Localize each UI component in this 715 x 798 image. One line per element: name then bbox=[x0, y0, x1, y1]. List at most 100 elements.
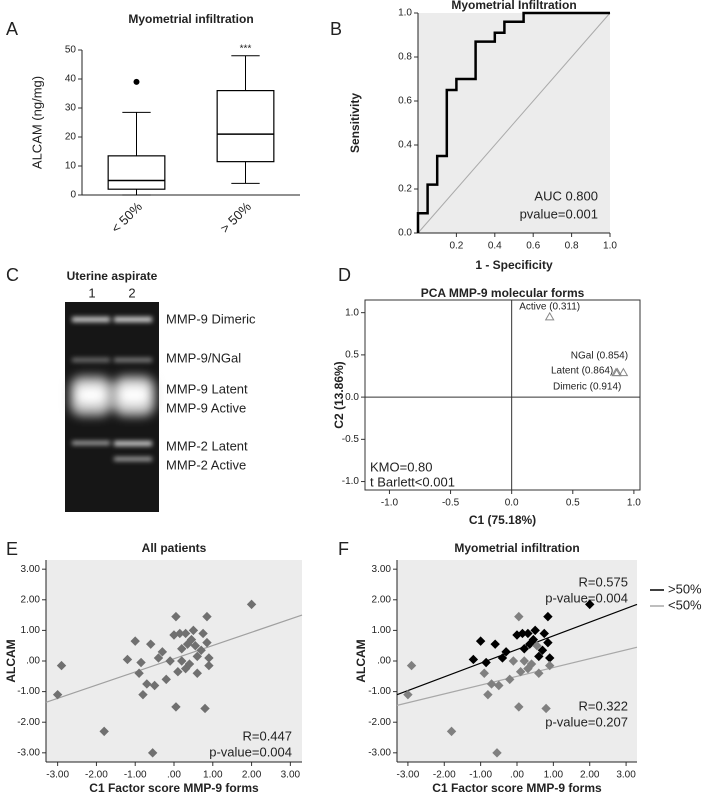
y-tick-label: .00 bbox=[377, 656, 391, 667]
x-tick-label: < 50% bbox=[108, 199, 145, 236]
y-tick-label: 30 bbox=[65, 103, 77, 114]
point bbox=[543, 611, 553, 622]
point bbox=[147, 748, 158, 758]
chart-title: All patients bbox=[142, 541, 207, 555]
x-tick-label: -1.0 bbox=[381, 498, 399, 509]
panel-letter: B bbox=[330, 19, 342, 39]
x-tick-label: 0.4 bbox=[488, 241, 502, 252]
y-tick-label: .00 bbox=[26, 656, 40, 667]
point bbox=[519, 656, 529, 666]
x-tick-label: -1.00 bbox=[124, 770, 147, 781]
y-tick-label: -1.00 bbox=[368, 686, 391, 697]
point bbox=[196, 645, 206, 655]
y-tick-label: 0 bbox=[70, 190, 76, 201]
roc-curve bbox=[416, 11, 610, 233]
gel-panel: C Uterine aspirate 1 2 MMP-9 Dimeric MMP… bbox=[6, 265, 256, 512]
x-tick-label: 1.00 bbox=[544, 770, 564, 781]
point bbox=[157, 647, 168, 657]
y-axis-label: ALCAM bbox=[4, 639, 18, 682]
point-label: NGal (0.854) bbox=[571, 350, 628, 361]
point bbox=[198, 628, 208, 639]
point bbox=[180, 628, 191, 639]
point bbox=[138, 689, 148, 700]
y-axis-label: C2 (13.86%) bbox=[332, 361, 346, 428]
fit-line bbox=[45, 614, 303, 703]
fit-line bbox=[396, 603, 638, 696]
x-tick-label: 2.00 bbox=[580, 770, 600, 781]
x-axis-label: C1 Factor score MMP-9 forms bbox=[89, 781, 259, 795]
panel-letter: A bbox=[6, 19, 18, 39]
annotation: R=0.447 bbox=[242, 728, 292, 743]
point bbox=[508, 656, 519, 666]
point bbox=[514, 611, 524, 622]
point bbox=[539, 628, 549, 639]
point bbox=[514, 702, 524, 712]
point-label: Active (0.311) bbox=[519, 302, 580, 313]
y-tick-label: 0.0 bbox=[345, 392, 359, 403]
annotation: p-value=0.207 bbox=[545, 714, 628, 729]
point bbox=[526, 659, 537, 669]
point bbox=[171, 702, 181, 712]
chart-title: Myometrial Infiltration bbox=[451, 0, 576, 12]
y-tick-label: -3.00 bbox=[17, 747, 40, 758]
point bbox=[483, 689, 493, 700]
annotation: pvalue=0.001 bbox=[520, 206, 598, 221]
point bbox=[186, 634, 197, 645]
x-tick-label: 1.00 bbox=[203, 770, 223, 781]
point bbox=[475, 636, 486, 646]
x-tick-label: -3.00 bbox=[397, 770, 420, 781]
x-axis-label: C1 (75.18%) bbox=[469, 513, 536, 527]
lane-label: 1 bbox=[88, 285, 95, 300]
x-tick-label: .00 bbox=[510, 770, 524, 781]
y-tick-label: 0.2 bbox=[398, 184, 412, 195]
band-label: MMP-2 Latent bbox=[166, 438, 248, 453]
y-tick-label: -3.00 bbox=[368, 747, 391, 758]
x-tick-label: -0.5 bbox=[442, 498, 460, 509]
y-tick-label: 0.0 bbox=[398, 228, 412, 239]
x-tick-label: -2.00 bbox=[433, 770, 456, 781]
legend-label: <50% bbox=[668, 597, 702, 612]
annotation: R=0.322 bbox=[578, 698, 628, 713]
x-tick-label: 0.0 bbox=[505, 498, 519, 509]
point bbox=[190, 640, 201, 651]
point-label: Latent (0.864) bbox=[551, 365, 613, 376]
point bbox=[532, 640, 542, 651]
lane-label: 2 bbox=[128, 285, 135, 300]
point bbox=[403, 689, 413, 700]
plot-background bbox=[364, 299, 641, 491]
point bbox=[177, 656, 187, 666]
y-axis-label: ALCAM (ng/mg) bbox=[29, 76, 44, 169]
band-label: MMP-9 Active bbox=[166, 400, 246, 415]
point bbox=[585, 599, 595, 610]
x-tick-label: 0.6 bbox=[526, 241, 540, 252]
point bbox=[130, 636, 140, 646]
point bbox=[184, 659, 195, 669]
panel-letter: F bbox=[338, 539, 349, 559]
point bbox=[505, 674, 515, 685]
point bbox=[188, 625, 199, 636]
x-tick-label: 1.0 bbox=[603, 241, 617, 252]
y-tick-label: 0.5 bbox=[345, 350, 359, 361]
chart-title: Myometrial infiltration bbox=[454, 541, 579, 555]
y-tick-label: 40 bbox=[65, 74, 77, 85]
reference-line bbox=[417, 12, 611, 234]
point bbox=[534, 668, 544, 678]
point bbox=[494, 680, 504, 691]
gel-title: Uterine aspirate bbox=[67, 269, 158, 283]
point bbox=[99, 726, 109, 737]
annotation: t Barlett<0.001 bbox=[370, 474, 455, 489]
x-tick-label: 1.0 bbox=[627, 498, 641, 509]
x-tick-label: 0.5 bbox=[566, 498, 580, 509]
x-axis-label: C1 Factor score MMP-9 forms bbox=[432, 781, 602, 795]
box bbox=[216, 89, 275, 163]
point bbox=[497, 653, 508, 663]
point bbox=[523, 628, 533, 639]
point bbox=[171, 611, 181, 622]
band-label: MMP-9 Latent bbox=[166, 381, 248, 396]
annotation: p-value=0.004 bbox=[209, 744, 292, 759]
panel-letter: D bbox=[338, 265, 351, 285]
annotation: *** bbox=[240, 43, 252, 54]
point bbox=[537, 645, 548, 655]
x-tick-label: 0.2 bbox=[449, 241, 463, 252]
